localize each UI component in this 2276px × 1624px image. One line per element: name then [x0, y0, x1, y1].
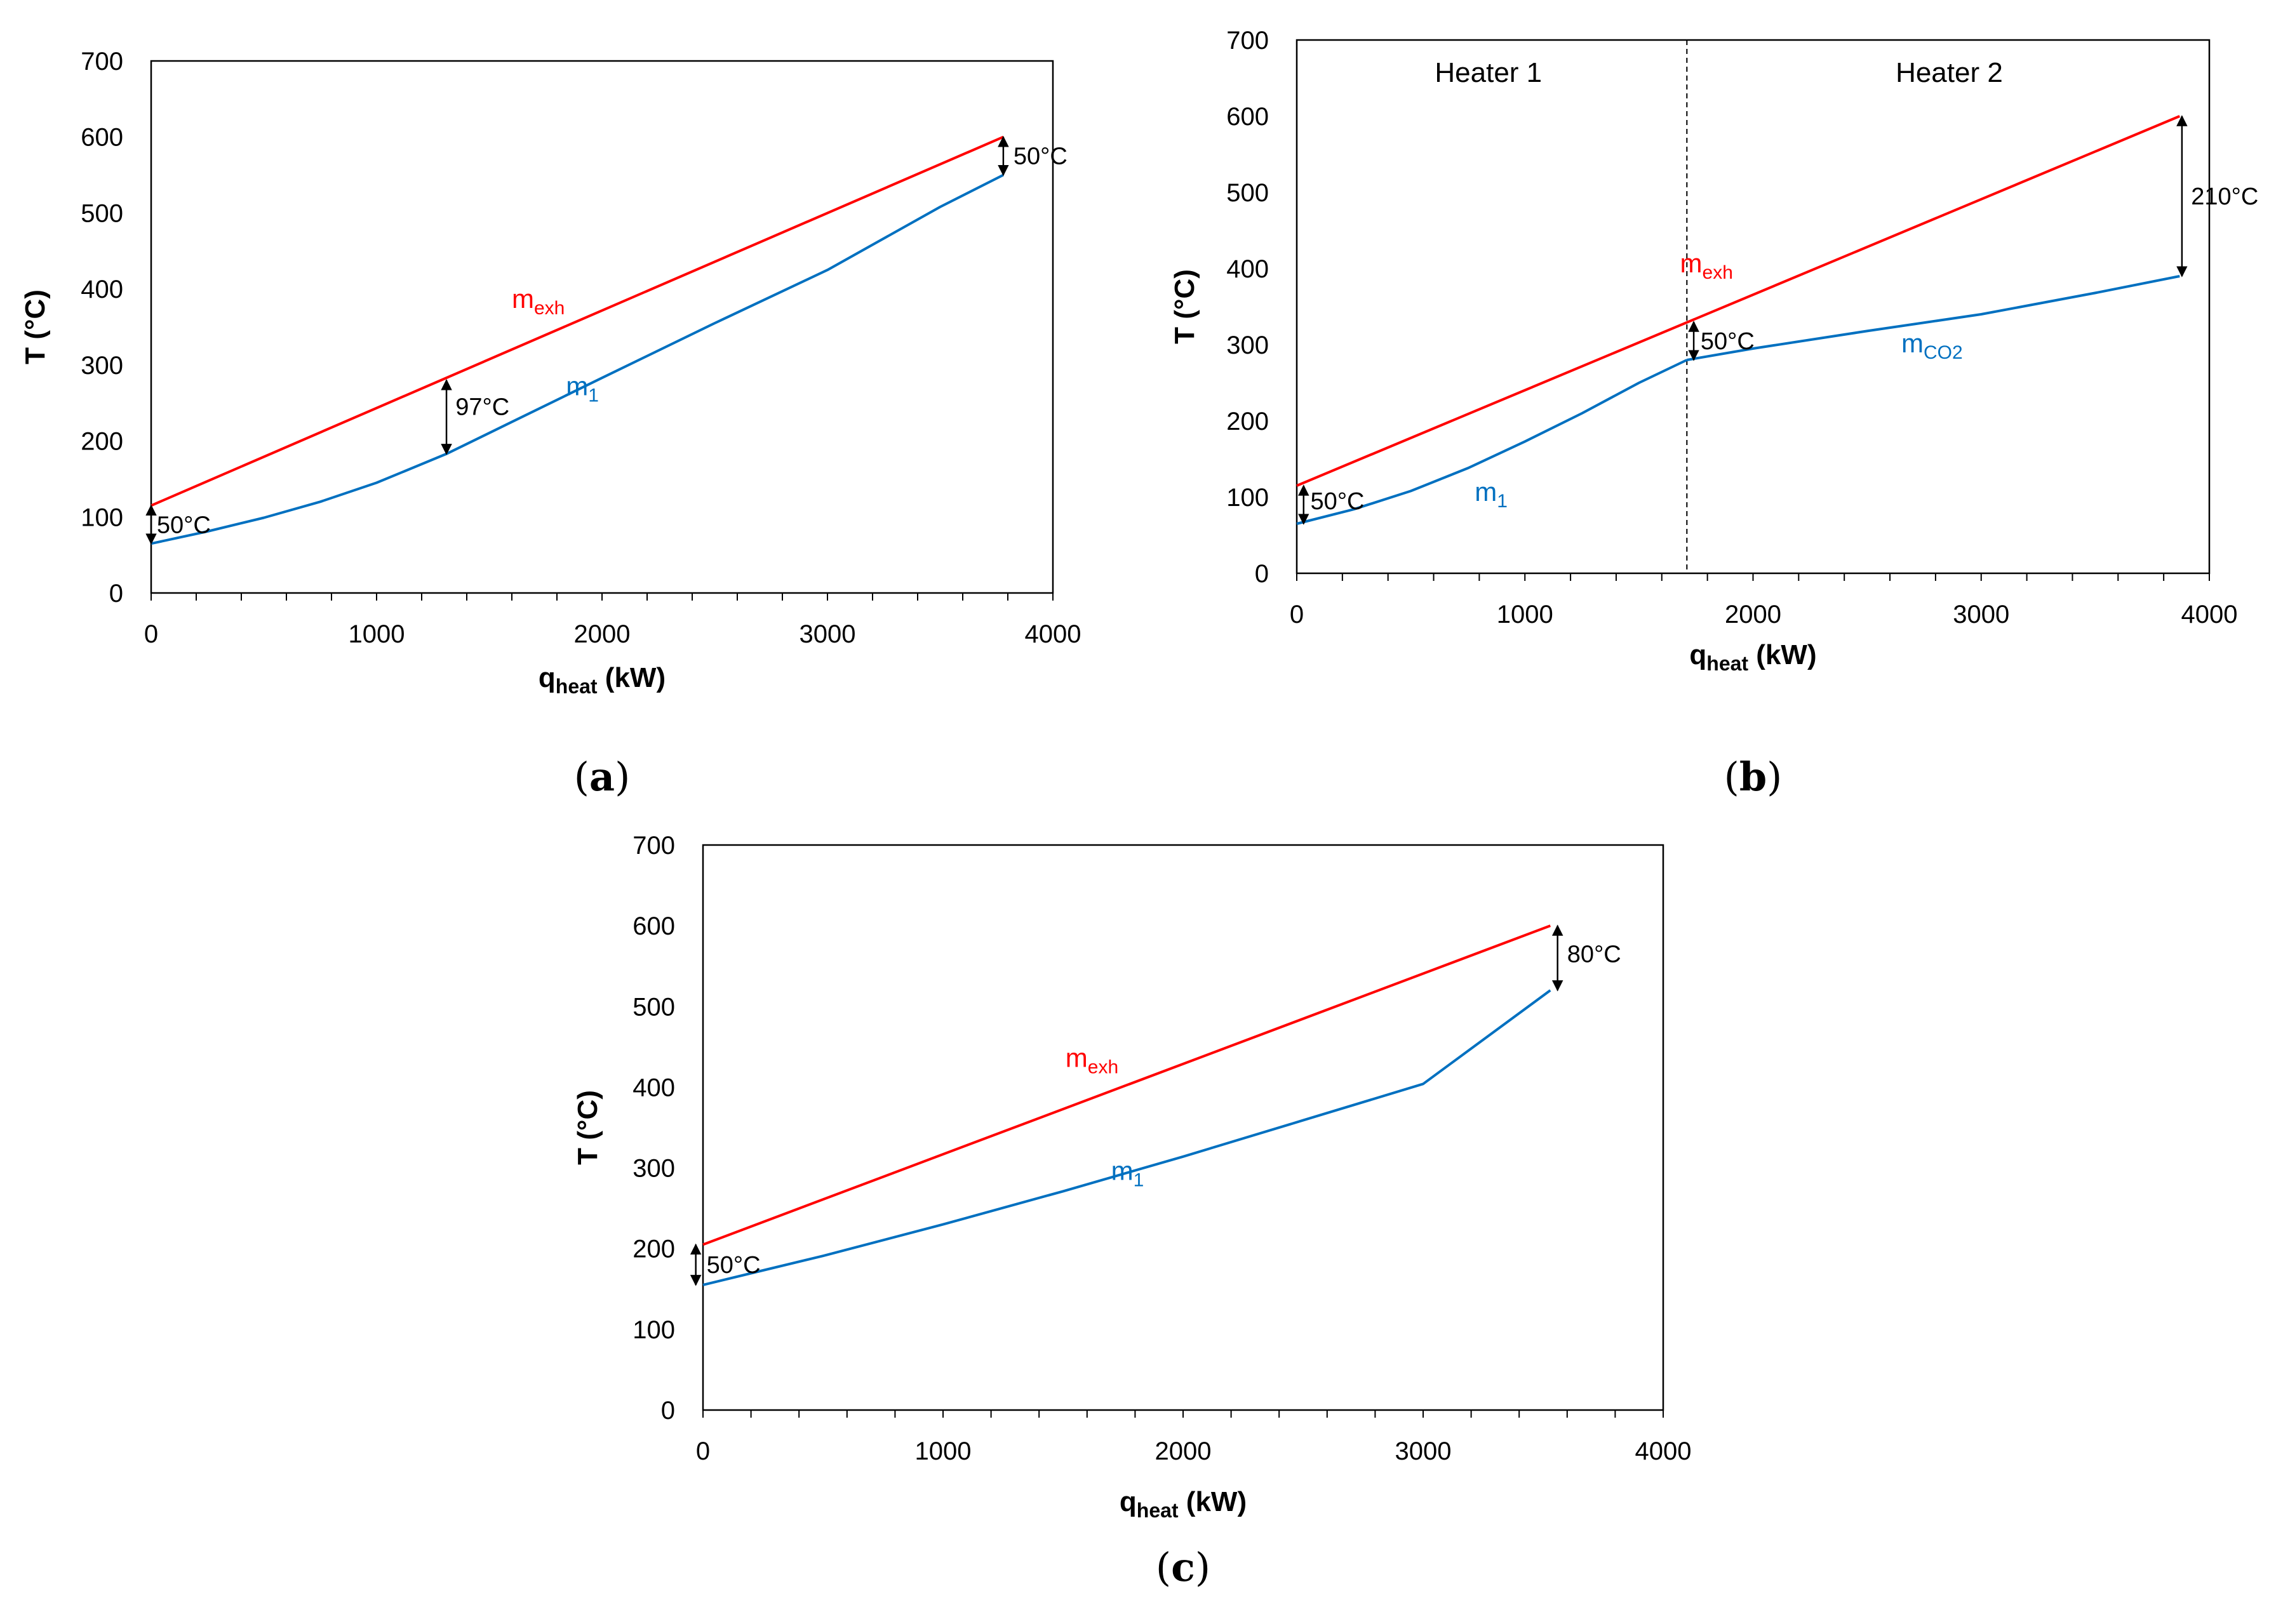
x-axis-label: qheat (kW): [539, 662, 666, 698]
delta-t-label: 50°C: [157, 512, 211, 538]
series-line-m-exh: [1296, 115, 2181, 487]
x-tick-label: 1000: [349, 620, 405, 648]
x-tick-label: 4000: [1635, 1437, 1692, 1465]
y-tick-label: 500: [633, 993, 675, 1021]
x-tick-label: 3000: [1953, 601, 2009, 629]
series-line-m-1: [702, 989, 1551, 1286]
x-tick-label: 4000: [2181, 601, 2238, 629]
y-tick-label: 200: [633, 1235, 675, 1263]
series-line-m-exh: [151, 135, 1004, 507]
y-tick-label: 0: [109, 580, 123, 608]
series-label-m-co2: mCO2: [1901, 328, 1963, 363]
panel-label: (a): [574, 754, 631, 800]
series-line-m-co2: [1686, 275, 2180, 361]
y-tick-label: 200: [1226, 408, 1269, 436]
series-line-m-1: [1296, 359, 1688, 525]
delta-t-label: 80°C: [1567, 942, 1621, 968]
delta-t-label: 97°C: [455, 394, 509, 421]
y-tick-label: 300: [1226, 331, 1269, 359]
y-tick-label: 700: [81, 48, 123, 76]
x-tick-label: 0: [696, 1437, 710, 1465]
chart-panel-b: 0 1000 2000 3000 4000 0 100 200 300 400 500 600 700 q…: [1169, 27, 2258, 800]
x-tick-label: 2000: [574, 620, 631, 648]
y-axis-label: T (°C): [20, 290, 51, 364]
plot-area-frame: [150, 60, 1054, 594]
plot-area-frame: [1295, 39, 2211, 575]
y-tick-label: 400: [633, 1074, 675, 1102]
y-tick-label: 0: [661, 1397, 675, 1425]
y-tick-label: 200: [81, 428, 123, 456]
delta-t-label: 50°C: [1701, 328, 1755, 355]
plot-area-frame: [702, 844, 1664, 1411]
x-tick-label: 1000: [1497, 601, 1553, 629]
delta-t-label: 50°C: [707, 1252, 761, 1279]
y-axis-label: T (°C): [1169, 269, 1200, 344]
x-tick-label: 2000: [1155, 1437, 1212, 1465]
y-tick-label: 600: [633, 912, 675, 940]
x-tick-label: 2000: [1725, 601, 1781, 629]
panel-label: (b): [1724, 754, 1783, 800]
series-line-m-exh: [702, 924, 1551, 1246]
series-line-m-1: [151, 173, 1004, 545]
panel-label: (c): [1156, 1544, 1210, 1590]
series-label-m-exh: mexh: [1066, 1043, 1118, 1078]
delta-t-label: 50°C: [1311, 488, 1365, 515]
delta-t-label: 210°C: [2191, 183, 2258, 210]
delta-t-label: 50°C: [1014, 143, 1068, 170]
y-tick-label: 300: [81, 352, 123, 380]
y-tick-label: 100: [633, 1316, 675, 1344]
y-tick-label: 400: [1226, 255, 1269, 283]
y-tick-label: 600: [1226, 103, 1269, 131]
x-tick-label: 0: [1290, 601, 1304, 629]
series-label-m-exh: mexh: [512, 284, 565, 319]
x-axis-label: qheat (kW): [1689, 639, 1816, 675]
region-label: Heater 1: [1435, 57, 1542, 88]
y-tick-label: 400: [81, 276, 123, 303]
x-axis-label: qheat (kW): [1120, 1486, 1247, 1522]
series-label-m-exh: mexh: [1680, 248, 1733, 283]
series-label-m-1: m1: [566, 371, 599, 406]
chart-panel-c: 0 1000 2000 3000 4000 0 100 200 300 400 500 600 700 q…: [572, 832, 1691, 1590]
y-tick-label: 700: [633, 832, 675, 860]
region-label: Heater 2: [1896, 57, 2003, 88]
x-tick-label: 0: [144, 620, 158, 648]
y-tick-label: 600: [81, 124, 123, 152]
x-tick-label: 3000: [1395, 1437, 1452, 1465]
y-axis-label: T (°C): [572, 1090, 603, 1165]
y-tick-label: 500: [81, 199, 123, 227]
y-tick-label: 300: [633, 1155, 675, 1183]
y-tick-label: 0: [1255, 560, 1269, 588]
x-tick-label: 4000: [1025, 620, 1081, 648]
y-tick-label: 100: [81, 503, 123, 531]
y-tick-label: 100: [1226, 484, 1269, 512]
y-tick-label: 500: [1226, 179, 1269, 207]
series-label-m-1: m1: [1475, 477, 1508, 512]
y-tick-label: 700: [1226, 27, 1269, 55]
x-tick-label: 3000: [800, 620, 856, 648]
x-tick-label: 1000: [915, 1437, 972, 1465]
series-label-m-1: m1: [1111, 1156, 1144, 1191]
chart-panel-a: 0 1000 2000 3000 4000 0 100 200 300 400 500 600 700 q…: [20, 48, 1081, 800]
